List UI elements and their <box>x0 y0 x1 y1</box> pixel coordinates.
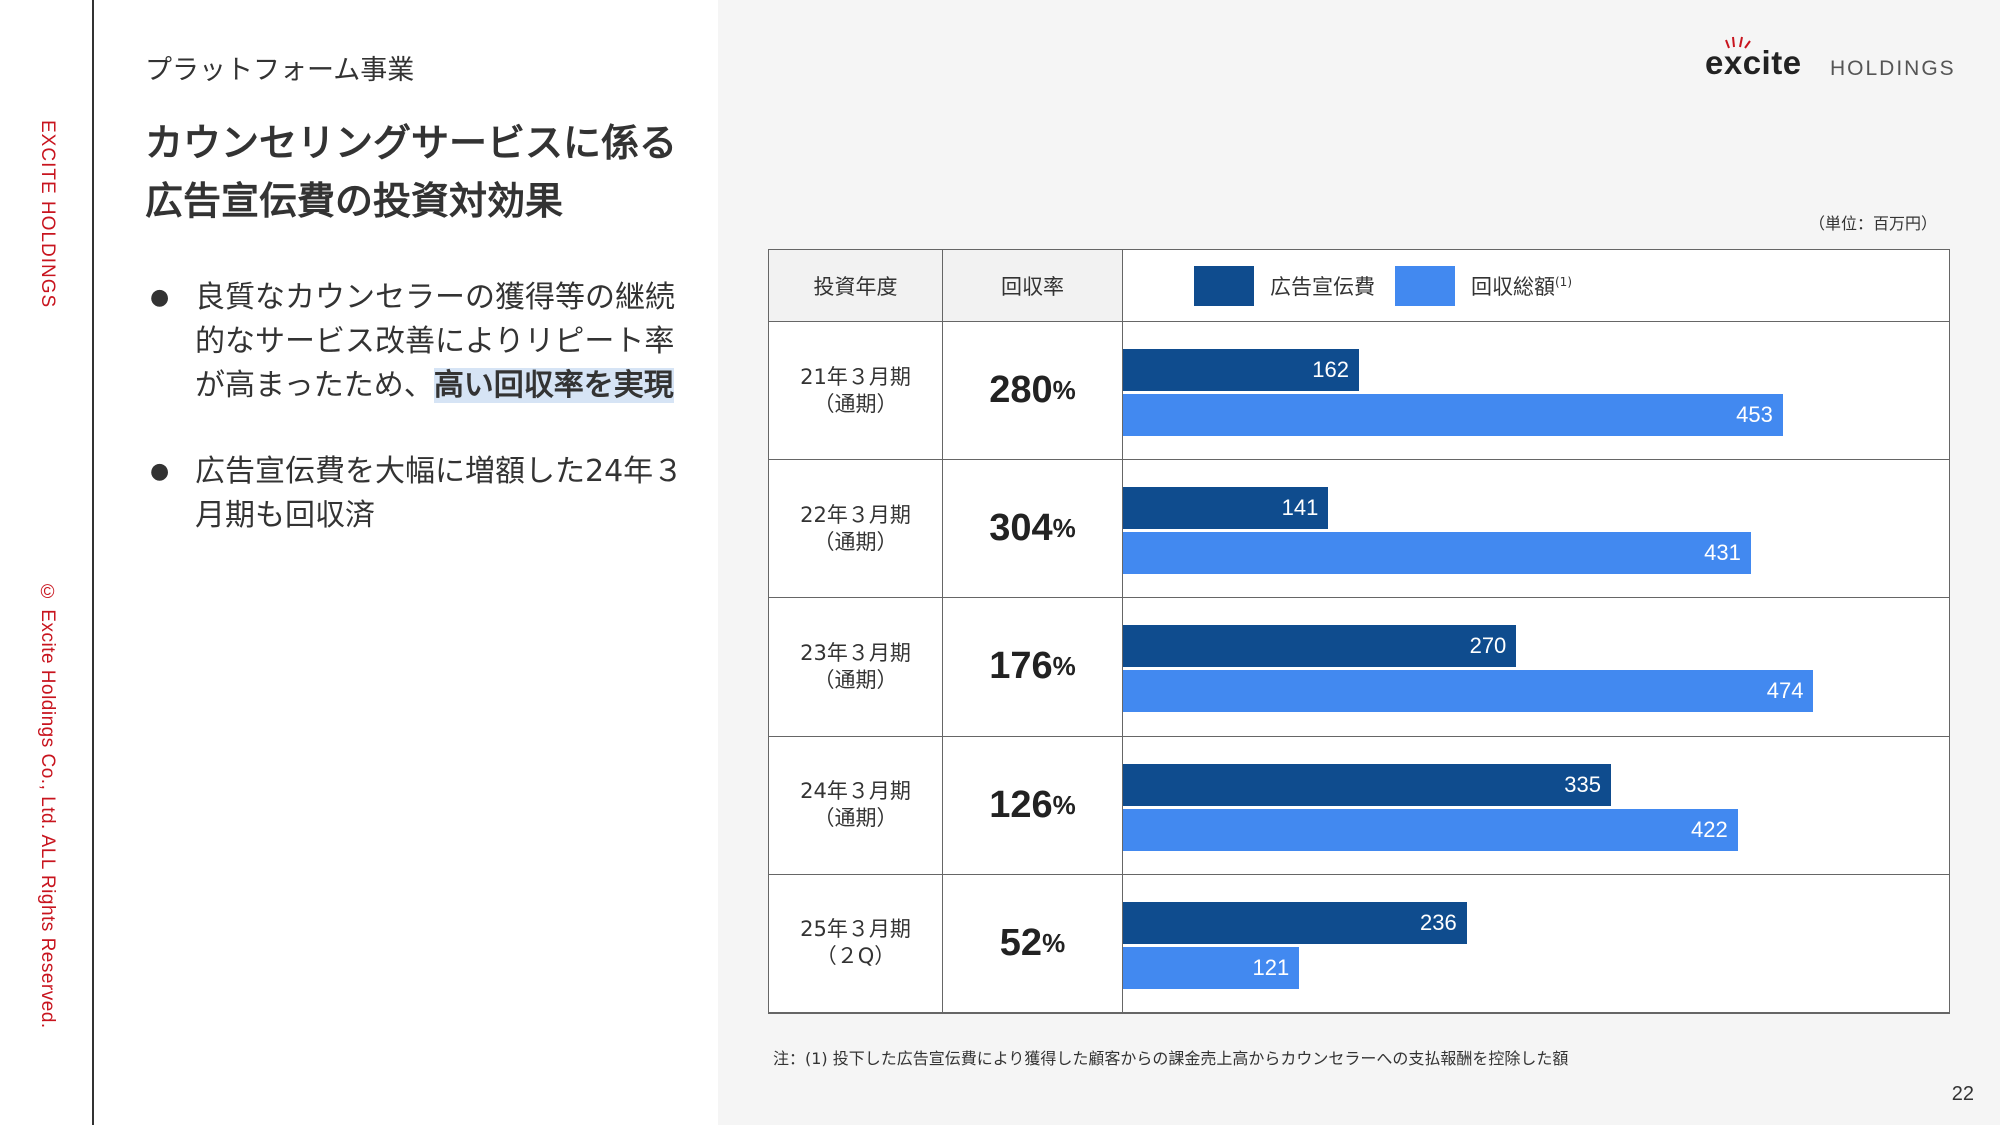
recovery-rate-cell: 304% <box>943 460 1123 599</box>
recovery-total-bar: 422 <box>1123 808 1738 851</box>
logo-spark-icon <box>1725 36 1751 49</box>
page-title-line-1: カウンセリングサービスに係る <box>145 121 678 165</box>
bullet-2-text: 広告宣伝費を大幅に増額した24年３月期も回収済 <box>195 454 684 533</box>
period-label-line: （通期） <box>813 806 898 831</box>
ad-cost-bar-label: 270 <box>1469 633 1507 659</box>
recovery-total-bar-label: 453 <box>1736 402 1773 427</box>
bullet-list: 良質なカウンセラーの獲得等の継続的なサービス改善によりリピート率が高まったため、… <box>150 276 690 580</box>
legend-label-recovery: 回収総額(1) <box>1471 271 1572 301</box>
roi-table: 投資年度 回収率 広告宣伝費 回収総額(1) 21年３月期 （通期） 280% 162… <box>768 249 1950 1014</box>
period-cell: 22年３月期 （通期） <box>769 460 943 599</box>
bullet-1-text: 良質なカウンセラーの獲得等の継続的なサービス改善によりリピート率が高まったため、 <box>195 280 675 403</box>
recovery-total-bar: 474 <box>1123 670 1814 713</box>
recovery-rate-percent-sign: % <box>1052 789 1076 820</box>
ad-cost-bar: 141 <box>1123 487 1329 530</box>
recovery-rate-cell: 52% <box>943 874 1123 1013</box>
legend-footnote-marker: (1) <box>1555 274 1572 289</box>
period-label-line: 21年３月期 <box>800 364 911 389</box>
ad-cost-bar: 335 <box>1123 763 1611 806</box>
legend-item-recovery: 回収総額(1) <box>1395 265 1572 306</box>
side-divider <box>92 0 94 1125</box>
recovery-rate-value: 52 <box>999 921 1043 964</box>
logo-wordmark: excite <box>1705 44 1802 81</box>
period-label-line: 23年３月期 <box>800 640 911 665</box>
legend-swatch-cost <box>1194 265 1254 306</box>
side-copyright: © Excite Holdings Co., Ltd. ALL Rights R… <box>37 582 58 1029</box>
side-company-name: EXCITE HOLDINGS <box>37 120 58 309</box>
period-label-line: （通期） <box>813 391 898 416</box>
recovery-total-bar-label: 422 <box>1691 816 1728 842</box>
bars-cell: 236 121 <box>1123 875 1949 1013</box>
ad-cost-bar-label: 141 <box>1281 495 1319 521</box>
legend-label-recovery-text: 回収総額 <box>1471 274 1555 299</box>
recovery-rate-value: 280 <box>989 369 1053 412</box>
recovery-rate-value: 304 <box>989 507 1053 550</box>
footnote: 注：(1) 投下した広告宣伝費により獲得した顧客からの課金売上高からカウンセラー… <box>773 1049 1569 1068</box>
page-number: 22 <box>1951 1083 1974 1105</box>
recovery-rate-percent-sign: % <box>1052 651 1076 682</box>
recovery-total-bar-label: 474 <box>1766 678 1804 704</box>
ad-cost-bar: 162 <box>1123 349 1359 391</box>
ad-cost-bar-label: 335 <box>1564 771 1601 797</box>
section-label: プラットフォーム事業 <box>145 55 415 86</box>
page-title: カウンセリングサービスに係る 広告宣伝費の投資対効果 <box>145 114 705 230</box>
excite-holdings-logo: excite HOLDINGS <box>1705 36 1954 90</box>
period-label-line: 24年３月期 <box>800 779 911 804</box>
period-cell: 21年３月期 （通期） <box>769 322 943 461</box>
period-cell: 25年３月期 （２Q） <box>769 874 943 1013</box>
period-label-line: 25年３月期 <box>800 917 911 942</box>
period-label-line: 22年３月期 <box>800 502 911 527</box>
legend-label-cost: 広告宣伝費 <box>1270 274 1375 299</box>
header-rate: 回収率 <box>943 250 1123 322</box>
period-cell: 23年３月期 （通期） <box>769 598 943 737</box>
recovery-rate-cell: 280% <box>943 322 1123 461</box>
period-label-line: （通期） <box>813 529 898 554</box>
bars-cell: 270 474 <box>1123 598 1949 737</box>
ad-cost-bar-label: 162 <box>1312 357 1349 382</box>
bars-cell: 335 422 <box>1123 737 1949 875</box>
recovery-rate-value: 126 <box>989 783 1053 826</box>
bullet-1-highlight: 高い回収率を実現 <box>433 368 674 403</box>
recovery-total-bar: 453 <box>1123 394 1783 436</box>
period-label-line: （通期） <box>813 667 898 692</box>
page-title-line-2: 広告宣伝費の投資対効果 <box>145 179 564 223</box>
ad-cost-bar-label: 236 <box>1420 909 1457 935</box>
logo-holdings-text: HOLDINGS <box>1830 57 1956 80</box>
recovery-total-bar-label: 431 <box>1704 540 1741 566</box>
recovery-rate-percent-sign: % <box>1052 513 1076 544</box>
legend-swatch-recovery <box>1395 265 1455 306</box>
roi-table-grid: 投資年度 回収率 広告宣伝費 回収総額(1) 21年３月期 （通期） 280% 162… <box>768 249 1950 1014</box>
chart-legend: 広告宣伝費 回収総額(1) <box>1123 250 1949 322</box>
recovery-rate-cell: 126% <box>943 736 1123 875</box>
recovery-rate-cell: 176% <box>943 598 1123 737</box>
unit-label: （単位：百万円） <box>1808 214 1937 233</box>
bars-cell: 141 431 <box>1123 460 1949 599</box>
legend-item-cost: 広告宣伝費 <box>1194 265 1375 306</box>
period-label-line: （２Q） <box>815 944 896 969</box>
recovery-rate-value: 176 <box>989 645 1053 688</box>
bullet-item-2: 広告宣伝費を大幅に増額した24年３月期も回収済 <box>150 450 690 538</box>
period-cell: 24年３月期 （通期） <box>769 736 943 875</box>
recovery-total-bar-label: 121 <box>1252 954 1290 980</box>
recovery-rate-percent-sign: % <box>1042 927 1066 958</box>
recovery-total-bar: 431 <box>1123 532 1751 575</box>
bars-cell: 162 453 <box>1123 322 1949 461</box>
ad-cost-bar: 270 <box>1123 625 1517 668</box>
header-period: 投資年度 <box>769 250 943 322</box>
recovery-rate-percent-sign: % <box>1052 375 1076 406</box>
bullet-item-1: 良質なカウンセラーの獲得等の継続的なサービス改善によりリピート率が高まったため、… <box>150 276 690 408</box>
recovery-total-bar: 121 <box>1123 946 1300 989</box>
ad-cost-bar: 236 <box>1123 901 1467 944</box>
